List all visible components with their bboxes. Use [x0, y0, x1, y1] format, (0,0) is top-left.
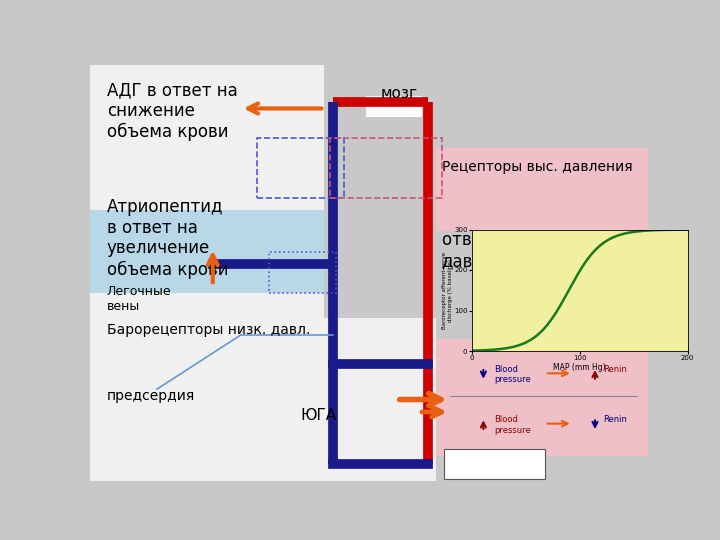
- Bar: [90, 319, 436, 356]
- Text: Барорецепторы низк. давл.: Барорецепторы низк. давл.: [107, 322, 310, 336]
- Text: предсердия: предсердия: [107, 389, 195, 403]
- Bar: [436, 339, 648, 456]
- Bar: [269, 252, 336, 294]
- Bar: [330, 138, 441, 198]
- Bar: [436, 148, 648, 231]
- Bar: [90, 356, 436, 481]
- Text: Blood
pressure: Blood pressure: [495, 415, 531, 435]
- Bar: [366, 96, 422, 117]
- Text: мозг: мозг: [380, 85, 418, 100]
- Bar: [444, 449, 545, 478]
- Text: АДГ в ответ на
снижение
объема крови: АДГ в ответ на снижение объема крови: [107, 82, 238, 141]
- Text: ответ рецепторов выс.
давл.: ответ рецепторов выс. давл.: [441, 231, 642, 270]
- Bar: [90, 65, 324, 181]
- Text: Рецепторы выс. давления: Рецепторы выс. давления: [441, 160, 632, 174]
- Bar: [90, 181, 324, 322]
- Text: ЮГА: ЮГА: [301, 408, 337, 423]
- Text: Renin: Renin: [603, 415, 627, 424]
- Y-axis label: Baroreceptor afferent nerve
discharge (% baseline): Baroreceptor afferent nerve discharge (%…: [442, 252, 453, 329]
- Text: Атриопептид
в ответ на
увеличение
объема крови: Атриопептид в ответ на увеличение объема…: [107, 198, 228, 279]
- Text: Blood
pressure: Blood pressure: [495, 365, 531, 384]
- Bar: [90, 210, 324, 294]
- Bar: [444, 339, 642, 454]
- Bar: [258, 138, 344, 198]
- Text: Легочные
вены: Легочные вены: [107, 285, 171, 313]
- Text: Renin: Renin: [603, 365, 627, 374]
- X-axis label: MAP (mm Hg): MAP (mm Hg): [553, 362, 606, 372]
